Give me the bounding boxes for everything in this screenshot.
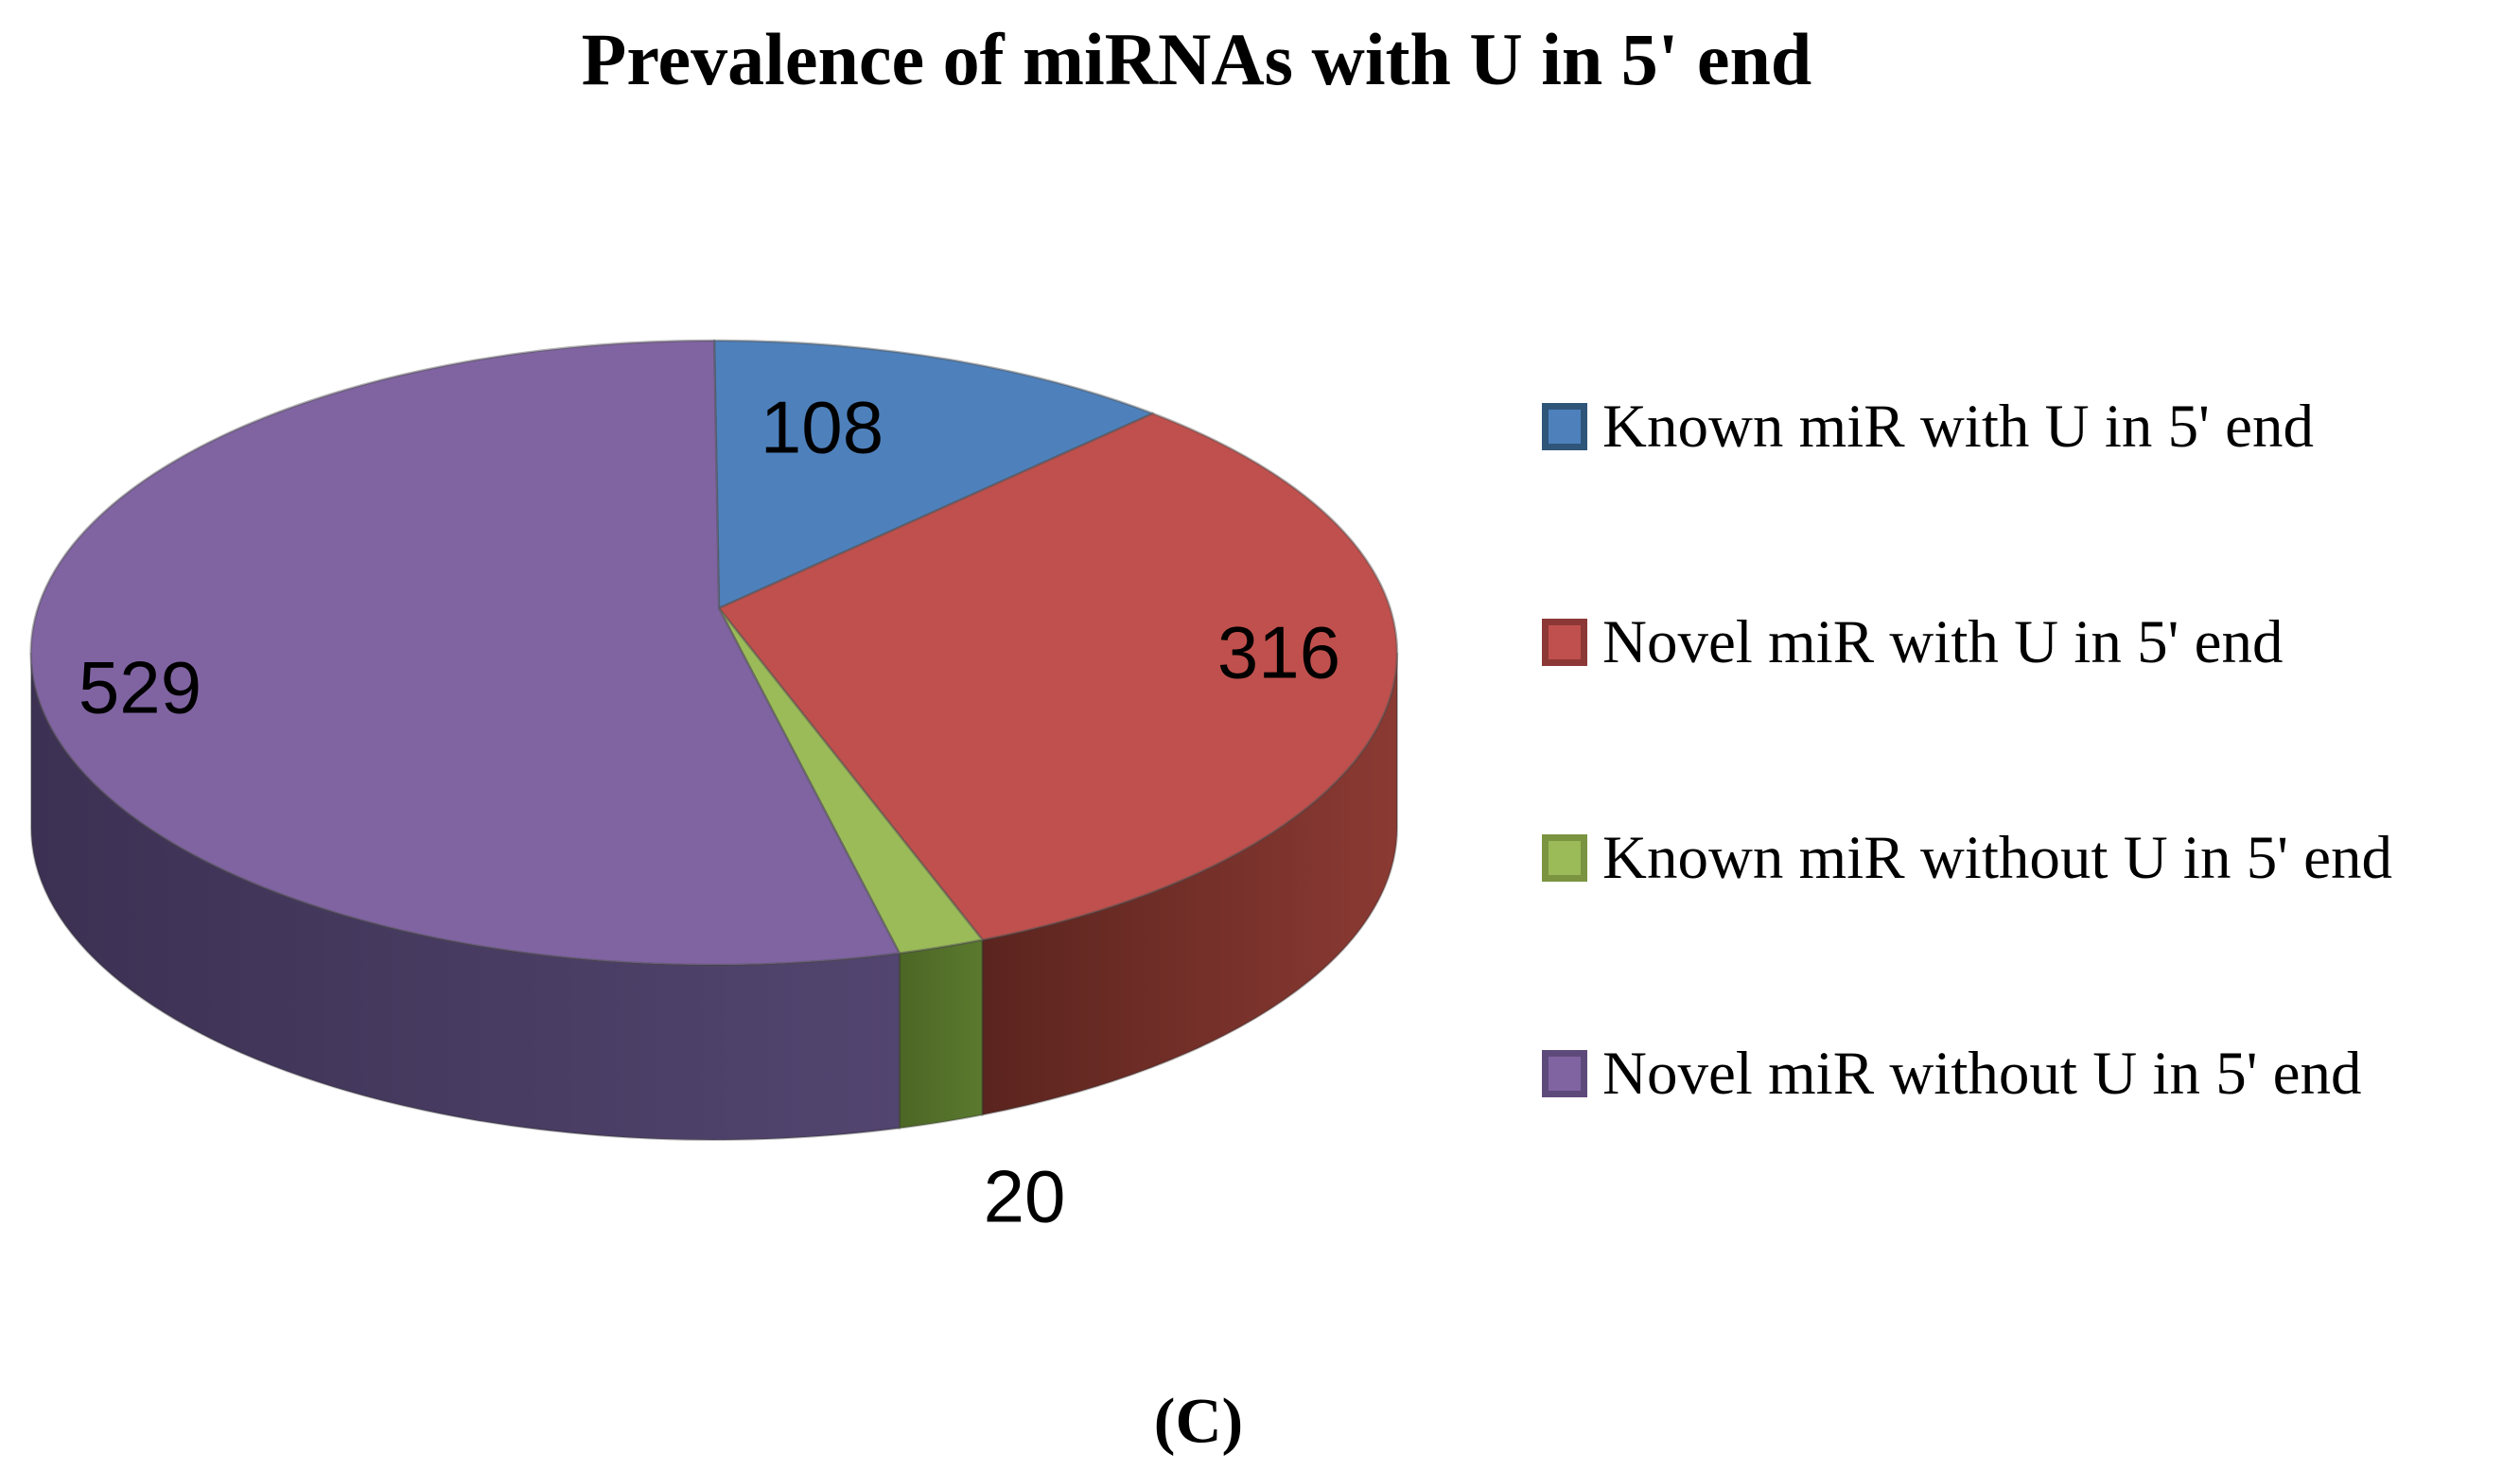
pie-slice-top-2 <box>717 606 984 954</box>
chart-title: Prevalence of miRNAs with U in 5' end <box>581 18 1812 100</box>
pie-slice-side-2 <box>898 938 984 1130</box>
legend-label: Novel miR without U in 5' end <box>1602 1039 2362 1108</box>
slice-value-label-known-with-u: 108 <box>760 385 884 469</box>
pie-slice-top-1 <box>717 412 1399 941</box>
slice-value-label-novel-with-u: 316 <box>1216 610 1341 694</box>
legend-label: Known miR with U in 5' end <box>1602 392 2314 461</box>
pie-slice-top-0 <box>712 339 1154 610</box>
slice-value-label-known-without-u: 20 <box>983 1154 1066 1238</box>
legend-item-novel-with-u: Novel miR with U in 5' end <box>1542 611 2392 673</box>
legend-swatch-icon <box>1542 1050 1587 1097</box>
legend-item-known-without-u: Known miR without U in 5' end <box>1542 827 2392 888</box>
legend: Known miR with U in 5' end Novel miR wit… <box>1542 395 2392 1266</box>
legend-swatch-icon <box>1542 403 1587 450</box>
legend-swatch-icon <box>1542 834 1587 882</box>
legend-label: Novel miR with U in 5' end <box>1602 607 2284 676</box>
legend-label: Known miR without U in 5' end <box>1602 823 2393 892</box>
slice-value-label-novel-without-u: 529 <box>78 645 202 729</box>
legend-swatch-icon <box>1542 619 1587 666</box>
pie-slice-top-3 <box>29 339 901 967</box>
panel-caption: (C) <box>1153 1384 1244 1457</box>
legend-item-novel-without-u: Novel miR without U in 5' end <box>1542 1042 2392 1104</box>
legend-item-known-with-u: Known miR with U in 5' end <box>1542 395 2392 457</box>
